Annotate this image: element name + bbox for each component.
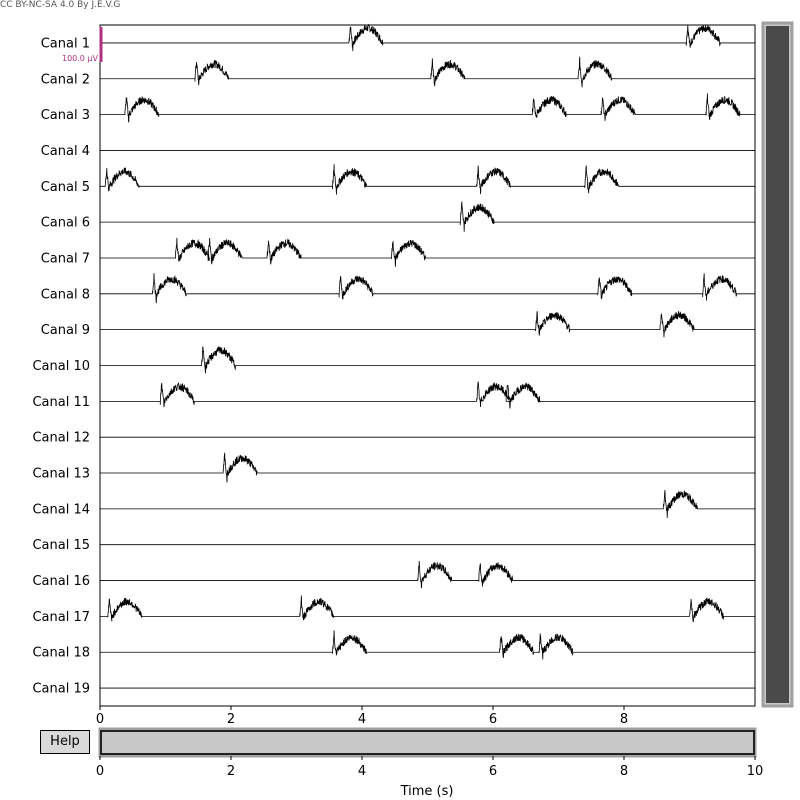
channel-label: Canal 1 [41,36,90,51]
vertical-scrollbar-thumb[interactable] [766,26,789,703]
channel-label: Canal 19 [32,682,90,697]
slider-tick-label: 8 [620,764,628,779]
scalebar-label: 100.0 µV [62,54,99,63]
channel-trace [100,164,755,195]
channel-trace [100,560,755,589]
channel-label: Canal 4 [41,144,90,159]
time-slider[interactable] [98,727,757,758]
channel-traces [100,23,755,689]
channel-label: Canal 10 [32,359,90,374]
channel-trace [100,452,755,483]
slider-tick-label: 2 [227,764,235,779]
channel-label: Canal 11 [32,395,90,410]
channel-trace [100,311,755,338]
channel-label: Canal 7 [41,251,90,266]
slider-tick-label: 0 [96,764,104,779]
x-tick-label: 0 [96,712,104,727]
channel-trace [100,237,755,267]
channel-trace [100,381,755,409]
channel-trace [100,23,755,51]
x-axis: 0 2 4 6 8 [96,706,628,727]
channel-trace [100,595,755,623]
channel-trace [100,490,755,519]
x-axis-label: Time (s) [400,784,454,799]
channel-label: Canal 12 [32,431,90,446]
slider-tick-label: 4 [358,764,366,779]
channel-label: Canal 9 [41,323,90,338]
x-tick-label: 6 [489,712,497,727]
channel-label: Canal 15 [32,538,90,553]
channel-trace [100,201,755,232]
channel-trace [100,630,755,660]
channel-label: Canal 18 [32,646,90,661]
channel-label: Canal 2 [41,72,90,87]
channel-label: Canal 16 [32,574,90,589]
x-tick-label: 8 [620,712,628,727]
x-tick-label: 4 [358,712,366,727]
channel-trace [100,273,755,304]
time-slider-thumb[interactable] [100,730,755,755]
channel-label: Canal 17 [32,610,90,625]
channel-label: Canal 6 [41,216,90,231]
channel-label: Canal 5 [41,180,90,195]
channel-label: Canal 13 [32,467,90,482]
channel-label: Canal 3 [41,108,90,123]
slider-tick-label: 6 [489,764,497,779]
channel-trace [100,345,755,374]
x-tick-label: 2 [227,712,235,727]
credit-text: CC BY-NC-SA 4.0 By J.E.V.G [0,0,121,10]
channel-trace [100,93,755,123]
channel-label: Canal 14 [32,502,90,517]
slider-tick-label: 10 [747,764,764,779]
channel-label: Canal 8 [41,287,90,302]
time-slider-axis: 0 2 4 6 8 10 [96,756,763,779]
help-button[interactable]: Help [40,730,90,754]
channel-labels: Canal 1 Canal 2 Canal 3 Canal 4 Canal 5 Canal… [32,36,90,696]
channel-trace [100,56,755,88]
vertical-scrollbar[interactable] [761,21,794,708]
